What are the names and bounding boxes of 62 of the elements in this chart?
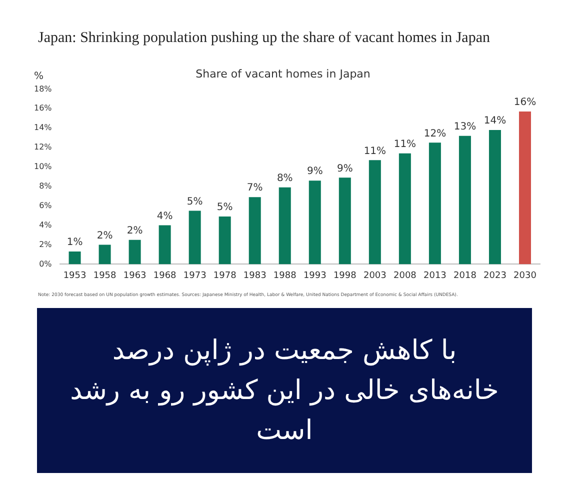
y-tick-label: 2% (39, 240, 52, 249)
y-tick-label: 6% (39, 200, 52, 210)
bar (338, 178, 351, 264)
x-tick-label: 1978 (213, 270, 237, 281)
x-tick-label: 1958 (93, 270, 117, 281)
bar (308, 180, 321, 264)
bar (218, 216, 231, 264)
x-tick-label: 2018 (454, 270, 477, 281)
x-tick-label: 1968 (153, 270, 177, 281)
x-tick-label: 2013 (424, 270, 446, 281)
y-tick-label: 4% (39, 220, 52, 230)
text: با کاهش جمعیت در ژاپن درصد خانه‌های خالی در این کشور رو به رشد است (69, 334, 500, 448)
bar (398, 153, 411, 264)
data-label: 8% (276, 172, 293, 184)
y-tick-label: 18% (34, 84, 52, 94)
x-tick-label: 1973 (183, 270, 206, 281)
bar (428, 142, 441, 264)
x-tick-label: 1963 (123, 270, 146, 281)
y-tick-label: 0% (39, 259, 52, 268)
bar (488, 130, 501, 264)
data-label: 2% (126, 225, 143, 236)
data-label: 9% (306, 166, 323, 178)
data-label: 5% (186, 196, 203, 208)
data-label: 9% (336, 163, 353, 174)
data-label: 14% (484, 116, 506, 127)
y-axis-title: % (34, 70, 44, 82)
data-label: 7% (246, 182, 263, 194)
x-tick-label: 2008 (393, 270, 417, 281)
y-tick-label: 14% (34, 123, 52, 132)
x-tick-label: 1988 (273, 270, 297, 281)
bar (518, 112, 531, 264)
x-tick-label: 2003 (363, 270, 386, 281)
data-label: 2% (96, 230, 113, 242)
bar (158, 225, 171, 264)
data-label: 5% (216, 202, 233, 214)
x-tick-label: 1998 (333, 270, 357, 281)
bar (368, 160, 381, 264)
bar (68, 252, 81, 264)
bar (98, 244, 111, 264)
chart-subtitle: Share of vacant homes in Japan (196, 67, 370, 80)
bar (278, 187, 291, 264)
data-label: 11% (394, 138, 416, 150)
data-label: 13% (454, 121, 476, 132)
y-tick-label: 16% (34, 104, 52, 113)
chart-title: Japan: Shrinking population pushing up the share of vacant homes in Japan (37, 29, 491, 48)
x-tick-label: 1983 (243, 270, 266, 281)
bar (128, 240, 141, 264)
y-tick-label: 10% (34, 162, 52, 172)
bar (188, 210, 201, 264)
bar (458, 136, 471, 264)
data-label: 11% (364, 146, 386, 157)
data-label: 1% (66, 237, 83, 248)
x-tick-label: 2023 (484, 270, 506, 281)
y-tick-label: 12% (34, 142, 52, 152)
y-tick-label: 8% (39, 182, 52, 190)
bar (248, 197, 261, 264)
data-label: 4% (156, 210, 173, 222)
x-tick-label: 1953 (63, 270, 86, 281)
x-tick-label: 1993 (303, 270, 326, 281)
x-tick-label: 2030 (514, 270, 537, 281)
data-label: 12% (424, 128, 446, 140)
data-label: 16% (514, 97, 536, 108)
